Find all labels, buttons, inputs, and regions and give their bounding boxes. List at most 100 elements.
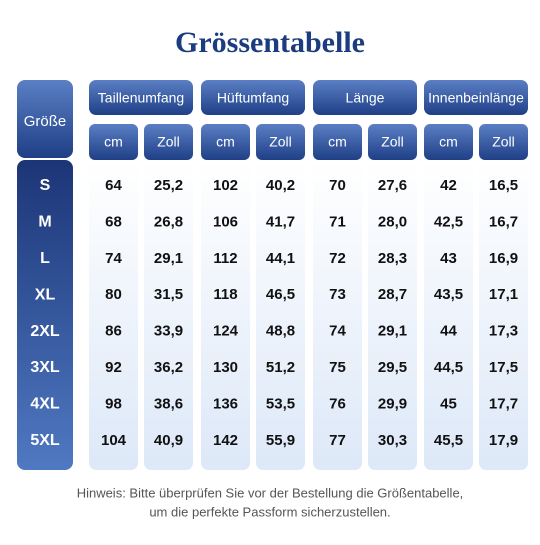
unit-header (201, 124, 250, 160)
cell: 17,7 (489, 395, 518, 412)
size-label: L (40, 250, 50, 267)
cell: 17,9 (489, 432, 518, 449)
cell: 124 (213, 323, 239, 340)
cell: 70 (329, 177, 346, 194)
cell: 106 (213, 213, 238, 230)
cell: 40,2 (266, 177, 295, 194)
corner-cell (17, 80, 73, 158)
group-header (89, 80, 193, 115)
unit-header (368, 124, 417, 160)
cell: 74 (105, 250, 122, 267)
cell: 71 (329, 213, 346, 230)
group-header (201, 80, 305, 115)
data-column (313, 160, 362, 470)
cell: 28,0 (378, 213, 407, 230)
cell: 136 (213, 395, 238, 412)
cell: 73 (329, 286, 346, 303)
size-label: S (40, 177, 51, 194)
cell: 17,5 (489, 359, 518, 376)
unit-header (479, 124, 528, 160)
cell: 42,5 (434, 213, 463, 230)
cell: 74 (329, 323, 346, 340)
data-column (256, 160, 305, 470)
group-label: Taillenumfang (98, 90, 184, 106)
cell: 16,5 (489, 177, 518, 194)
cell: 45,5 (434, 432, 463, 449)
cell: 16,9 (489, 250, 518, 267)
cell: 26,8 (154, 213, 183, 230)
data-column (144, 160, 193, 470)
cell: 75 (329, 359, 346, 376)
group-label: Hüftumfang (217, 90, 289, 106)
title: Grössentabelle (175, 26, 365, 59)
cell: 86 (105, 323, 122, 340)
group-label: Länge (346, 90, 385, 106)
cell: 46,5 (266, 286, 295, 303)
unit-header (144, 124, 193, 160)
cell: 92 (105, 359, 122, 376)
cell: 43 (440, 250, 457, 267)
data-column (479, 160, 528, 470)
unit-label: cm (104, 134, 123, 150)
cell: 53,5 (266, 395, 295, 412)
unit-label: Zoll (492, 134, 515, 150)
cell: 77 (329, 432, 346, 449)
unit-label: Zoll (157, 134, 180, 150)
cell: 28,7 (378, 286, 407, 303)
cell: 102 (213, 177, 238, 194)
cell: 27,6 (378, 177, 407, 194)
unit-header (424, 124, 473, 160)
cell: 64 (105, 177, 122, 194)
cell: 41,7 (266, 213, 295, 230)
unit-label: Zoll (269, 134, 292, 150)
cell: 68 (105, 213, 122, 230)
cell: 104 (101, 432, 127, 449)
cell: 55,9 (266, 432, 295, 449)
size-label: 2XL (30, 323, 60, 340)
cell: 43,5 (434, 286, 463, 303)
unit-header (89, 124, 138, 160)
group-header (424, 80, 528, 115)
cell: 38,6 (154, 395, 183, 412)
cell: 48,8 (266, 323, 295, 340)
cell: 142 (213, 432, 238, 449)
footer-line: um die perfekte Passform sicherzustellen… (149, 504, 390, 519)
cell: 31,5 (154, 286, 183, 303)
cell: 98 (105, 395, 122, 412)
cell: 29,5 (378, 359, 407, 376)
cell: 130 (213, 359, 238, 376)
size-label: XL (35, 286, 56, 303)
cell: 45 (440, 395, 457, 412)
size-label: 4XL (30, 396, 60, 413)
unit-label: cm (439, 134, 458, 150)
cell: 30,3 (378, 432, 407, 449)
cell: 42 (440, 177, 457, 194)
data-column (368, 160, 417, 470)
cell: 28,3 (378, 250, 407, 267)
unit-header (313, 124, 362, 160)
cell: 29,9 (378, 395, 407, 412)
cell: 29,1 (154, 250, 183, 267)
data-column (201, 160, 250, 470)
cell: 25,2 (154, 177, 183, 194)
size-label: 5XL (30, 432, 60, 449)
cell: 76 (329, 395, 346, 412)
cell: 118 (213, 286, 237, 303)
footer-line: Hinweis: Bitte überprüfen Sie vor der Be… (77, 485, 464, 500)
cell: 29,1 (378, 323, 407, 340)
group-header (313, 80, 417, 115)
corner-label: Größe (24, 113, 67, 130)
unit-label: cm (216, 134, 235, 150)
size-label: 3XL (30, 359, 60, 376)
data-column (424, 160, 473, 470)
unit-header (256, 124, 305, 160)
cell: 51,2 (266, 359, 295, 376)
cell: 44 (440, 323, 457, 340)
cell: 44,5 (434, 359, 463, 376)
unit-label: cm (328, 134, 347, 150)
unit-label: Zoll (381, 134, 404, 150)
group-label: Innenbeinlänge (428, 90, 524, 106)
cell: 72 (329, 250, 346, 267)
cell: 17,3 (489, 323, 518, 340)
